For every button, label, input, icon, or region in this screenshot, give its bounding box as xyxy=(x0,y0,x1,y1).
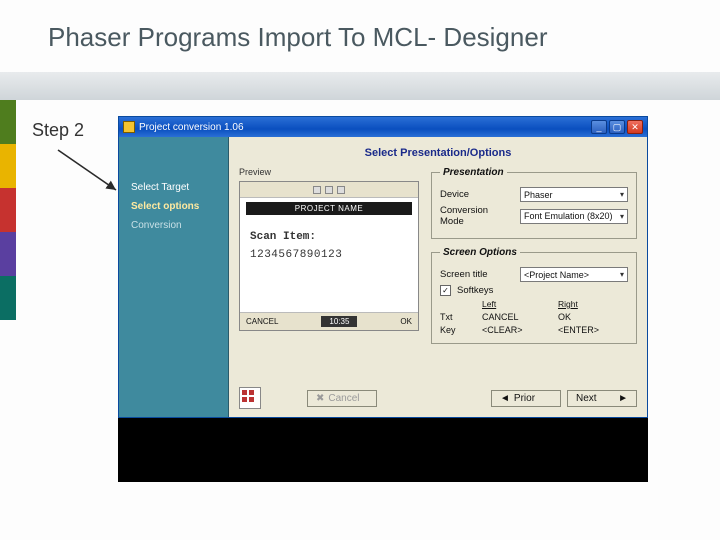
conversion-mode-label: Conversion Mode xyxy=(440,205,514,227)
txt-right-input[interactable]: OK xyxy=(558,312,628,322)
key-right-select[interactable]: <ENTER> xyxy=(558,325,628,335)
next-button[interactable]: Next ► xyxy=(567,390,637,407)
wizard-sidebar: Select Target Select options Conversion xyxy=(119,137,229,417)
softkeys-checkbox[interactable]: ✓ xyxy=(440,285,451,296)
app-icon xyxy=(123,121,135,133)
accent-stripe xyxy=(0,276,16,320)
sidebar-item-select-options[interactable]: Select options xyxy=(129,198,218,215)
maximize-button[interactable]: ▢ xyxy=(609,120,625,134)
device-select[interactable]: Phaser xyxy=(520,187,628,202)
presentation-group: Presentation Device Phaser Conversion Mo… xyxy=(431,167,637,239)
accent-stripe xyxy=(0,188,16,232)
accent-stripe xyxy=(0,232,16,276)
grid-icon[interactable] xyxy=(239,387,261,409)
preview-label: Preview xyxy=(239,167,421,177)
accent-stripe xyxy=(0,100,16,144)
col-right-header: Right xyxy=(558,299,628,309)
conversion-mode-select[interactable]: Font Emulation (8x20) xyxy=(520,209,628,224)
close-button[interactable]: ✕ xyxy=(627,120,643,134)
status-icon xyxy=(313,186,321,194)
presentation-legend: Presentation xyxy=(440,167,507,178)
slide-footer-black xyxy=(118,418,648,482)
device-preview: PROJECT NAME Scan Item: 1234567890123 CA… xyxy=(239,181,419,331)
softkeys-label: Softkeys xyxy=(457,285,493,296)
txt-left-input[interactable]: CANCEL xyxy=(482,312,552,322)
screen-options-legend: Screen Options xyxy=(440,247,520,258)
status-icon xyxy=(325,186,333,194)
preview-line-1: Scan Item: xyxy=(250,231,408,243)
main-panel: Select Presentation/Options Preview PROJ… xyxy=(229,137,647,417)
status-icon xyxy=(337,186,345,194)
arrow-left-icon: ◄ xyxy=(500,393,510,404)
device-preview-topbar xyxy=(240,182,418,198)
row-txt-label: Txt xyxy=(440,312,476,322)
conversion-window: Project conversion 1.06 _ ▢ ✕ Select Tar… xyxy=(118,116,648,418)
sidebar-item-conversion[interactable]: Conversion xyxy=(129,217,218,234)
softkey-right-preview: OK xyxy=(400,317,412,326)
accent-stripe xyxy=(0,144,16,188)
col-left-header: Left xyxy=(482,299,552,309)
preview-line-2: 1234567890123 xyxy=(250,249,408,261)
sidebar-item-select-target[interactable]: Select Target xyxy=(129,179,218,196)
softkey-left-preview: CANCEL xyxy=(246,317,278,326)
minimize-button[interactable]: _ xyxy=(591,120,607,134)
arrow-to-option xyxy=(54,146,124,196)
device-label: Device xyxy=(440,189,514,200)
screen-title-label: Screen title xyxy=(440,269,514,280)
cancel-icon: ✖ xyxy=(316,393,324,404)
window-title: Project conversion 1.06 xyxy=(139,122,591,133)
project-name-band: PROJECT NAME xyxy=(246,202,412,215)
key-left-select[interactable]: <CLEAR> xyxy=(482,325,552,335)
prior-button[interactable]: ◄ Prior xyxy=(491,390,561,407)
slide-title: Phaser Programs Import To MCL- Designer xyxy=(48,22,547,53)
cancel-button[interactable]: ✖ Cancel xyxy=(307,390,377,407)
panel-title: Select Presentation/Options xyxy=(239,147,637,159)
row-key-label: Key xyxy=(440,325,476,335)
step-label: Step 2 xyxy=(32,120,84,141)
screen-options-group: Screen Options Screen title <Project Nam… xyxy=(431,247,637,344)
window-titlebar: Project conversion 1.06 _ ▢ ✕ xyxy=(119,117,647,137)
screen-title-select[interactable]: <Project Name> xyxy=(520,267,628,282)
clock-preview: 10:35 xyxy=(321,316,357,327)
header-gradient xyxy=(0,72,720,100)
arrow-right-icon: ► xyxy=(618,393,628,404)
